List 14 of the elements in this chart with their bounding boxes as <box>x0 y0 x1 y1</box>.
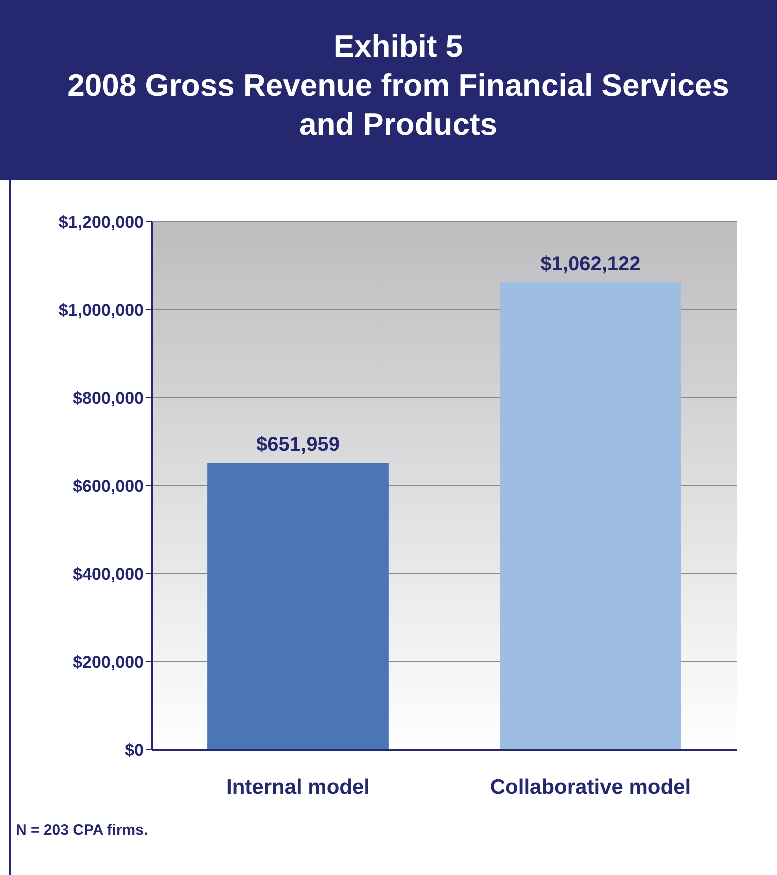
data-label: $1,062,122 <box>540 254 641 276</box>
text: N = 203 CPA firms. <box>16 822 148 839</box>
chart-subtitle: 2008 Gross Revenue from Financial Services and Products <box>68 68 730 142</box>
y-tick-label: $400,000 <box>73 564 144 584</box>
x-tick-label: Collaborative model <box>490 776 692 799</box>
y-tick-label: $1,000,000 <box>58 300 144 320</box>
x-tick-label: Internal model <box>226 776 370 799</box>
chart-title: Exhibit 5 <box>334 29 464 64</box>
data-label: $651,959 <box>256 434 340 456</box>
y-tick-label: $0 <box>125 740 144 760</box>
y-tick-label: $600,000 <box>73 476 144 496</box>
y-tick-label: $1,200,000 <box>58 212 144 232</box>
y-tick-label: $800,000 <box>73 388 144 408</box>
y-tick-label: $200,000 <box>73 652 144 672</box>
